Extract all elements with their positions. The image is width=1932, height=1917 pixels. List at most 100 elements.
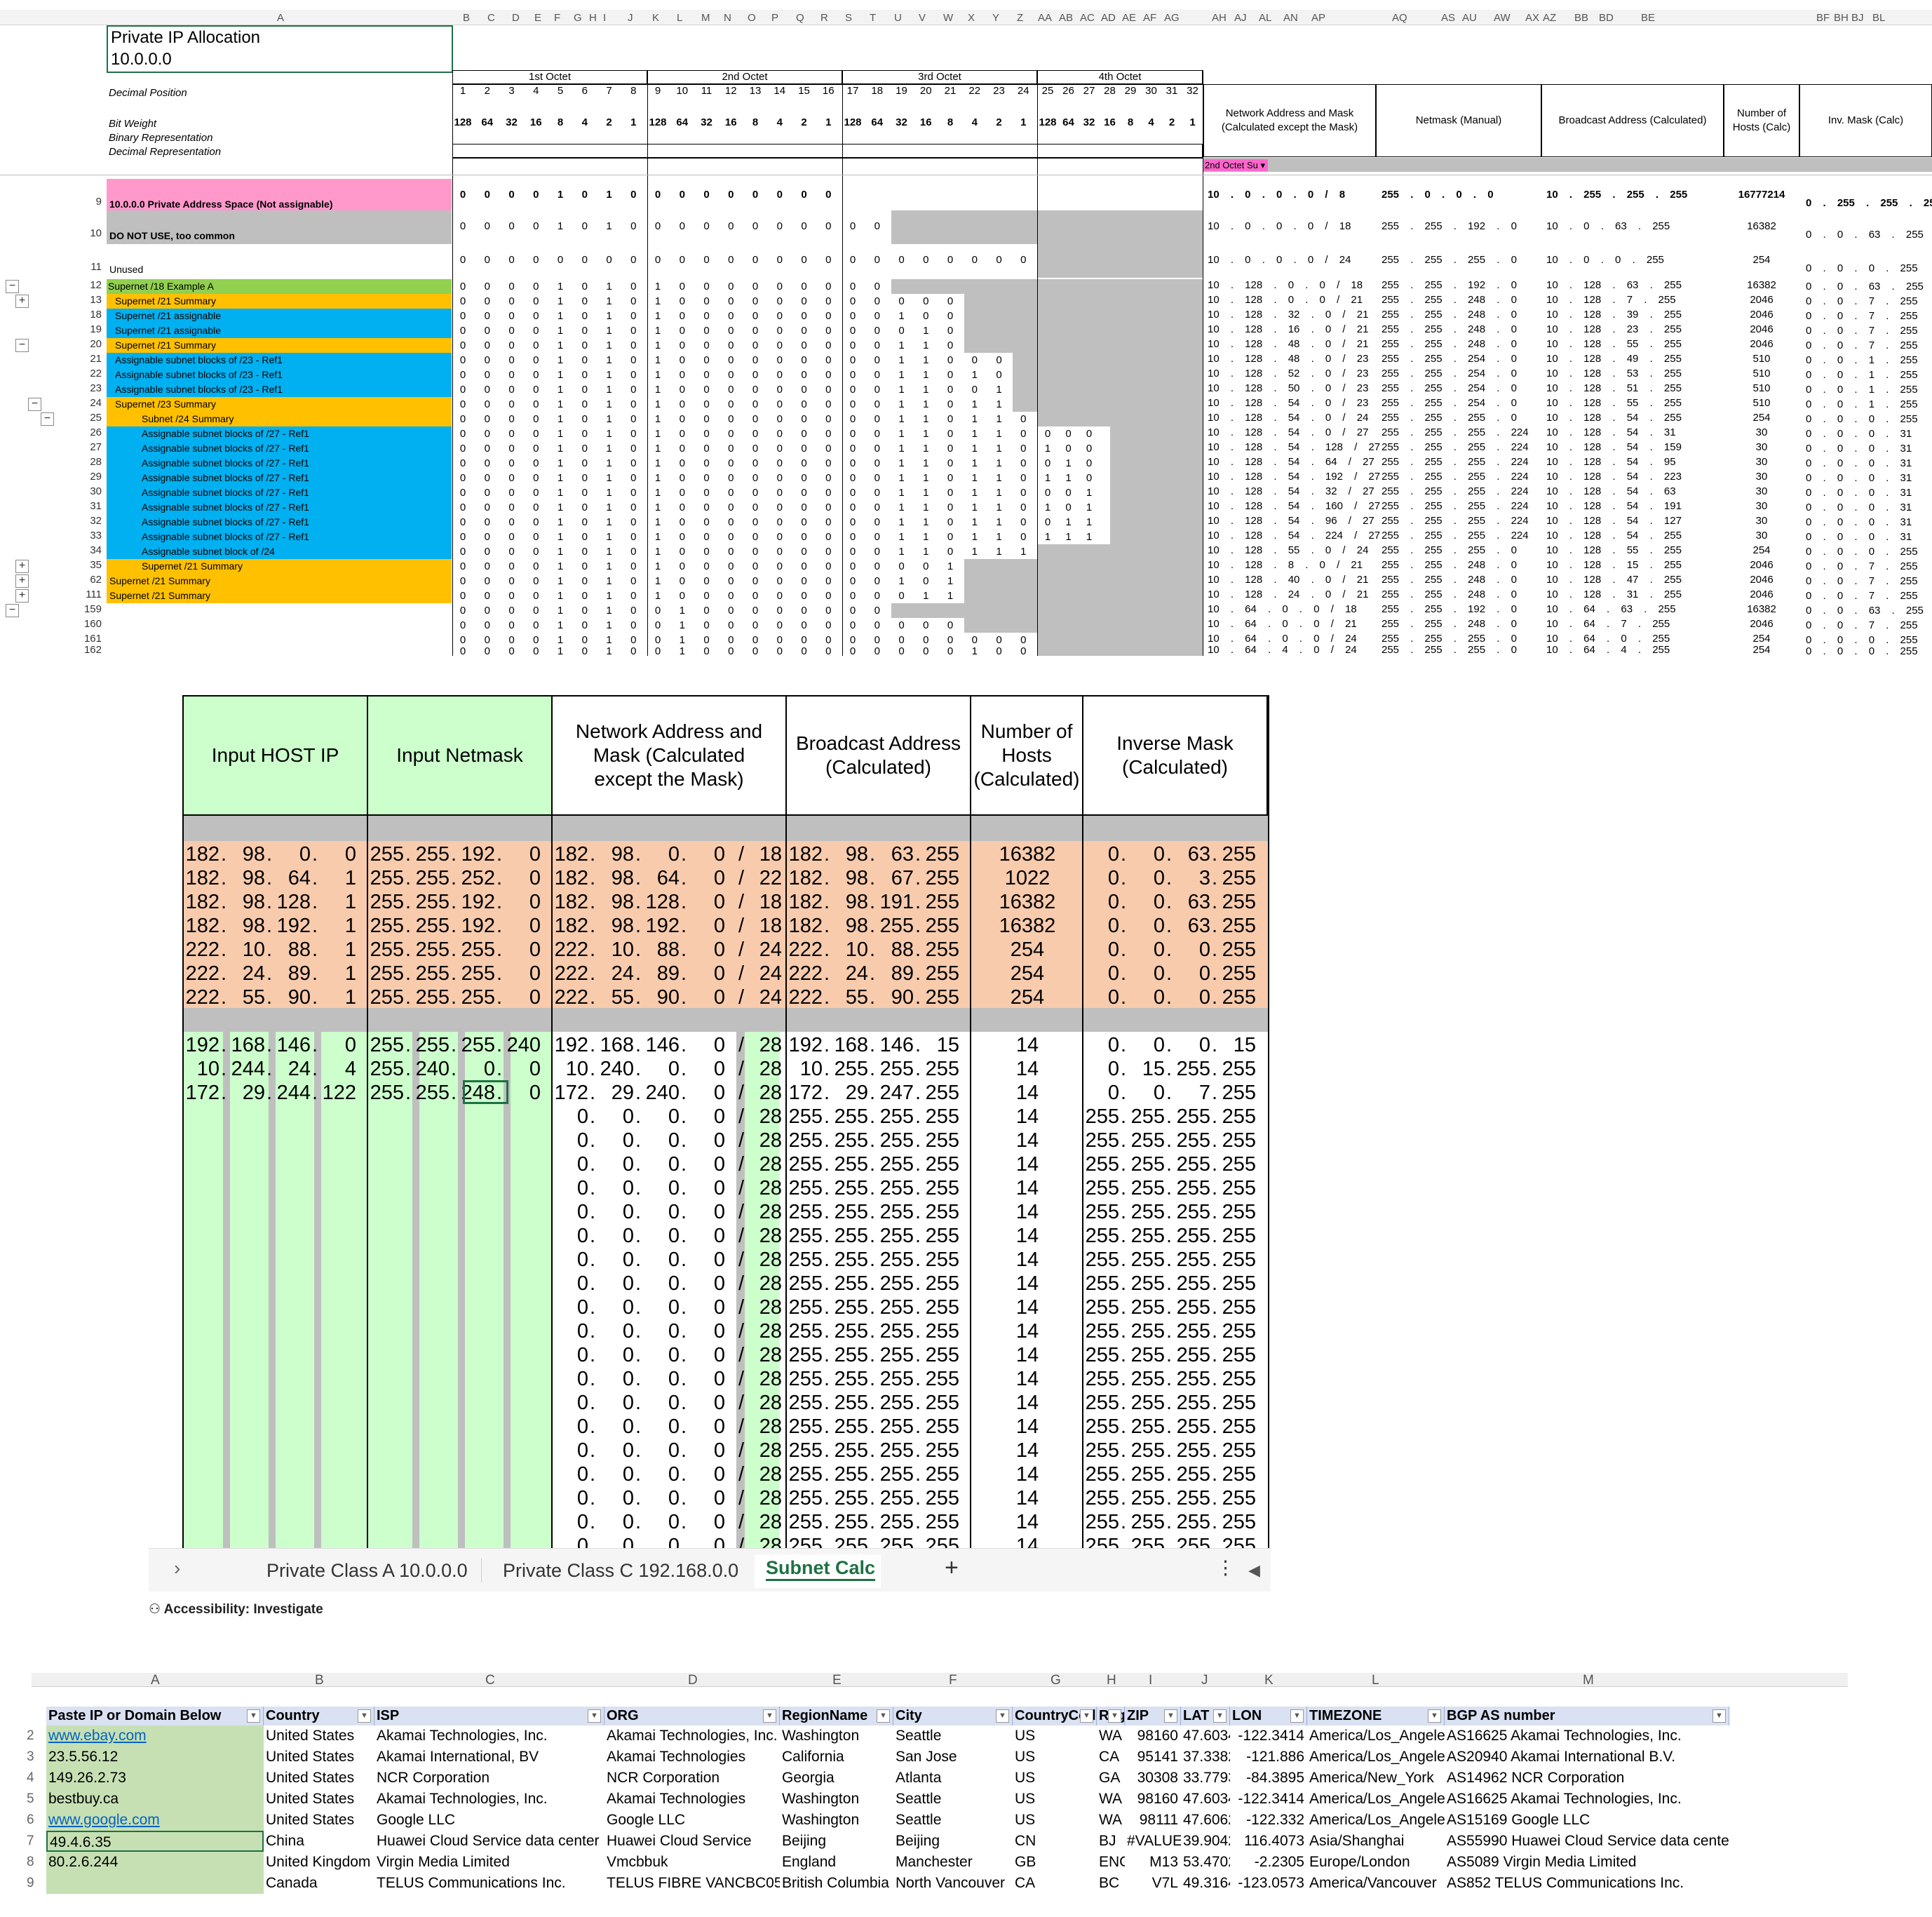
outline-toggle-icon[interactable]: +	[15, 574, 29, 588]
column-letter[interactable]: BL	[1872, 12, 1886, 24]
row-label[interactable]: 10.0.0.0 Private Address Space (Not assi…	[107, 179, 452, 213]
row-number[interactable]: 8	[27, 1855, 34, 1869]
row-number[interactable]: 33	[90, 530, 102, 542]
column-letter[interactable]: H	[1107, 1673, 1116, 1688]
filter-dropdown-icon[interactable]: ▼	[247, 1709, 260, 1723]
column-letter[interactable]: AS	[1441, 12, 1456, 24]
column-letter[interactable]: F	[554, 12, 561, 24]
row-label[interactable]	[107, 603, 452, 618]
cell-paste-ip-or-domain-below[interactable]: bestbuy.ca	[48, 1791, 119, 1807]
row-label[interactable]: Assignable subnet blocks of /27 - Ref1	[107, 456, 452, 471]
filter-dropdown-icon[interactable]: ▼	[1080, 1709, 1093, 1723]
column-letter[interactable]: K	[652, 12, 660, 24]
column-letter[interactable]: AA	[1038, 12, 1053, 24]
row-number[interactable]: 22	[90, 368, 102, 379]
row-number[interactable]: 161	[83, 633, 102, 645]
row-number[interactable]: 23	[90, 382, 102, 394]
row-number[interactable]: 7	[27, 1834, 34, 1848]
row-label[interactable]: Supernet /23 Summary	[107, 397, 452, 412]
row-number[interactable]: 6	[27, 1812, 34, 1827]
row-label[interactable]: Assignable subnet blocks of /27 - Ref1	[107, 500, 452, 515]
row-label[interactable]: Assignable subnet blocks of /23 - Ref1	[107, 368, 452, 382]
column-letter[interactable]: A	[151, 1673, 160, 1688]
column-letter[interactable]: X	[968, 12, 975, 24]
row-number[interactable]: 111	[86, 588, 102, 600]
outline-toggle-icon[interactable]: −	[6, 604, 19, 617]
column-letter[interactable]: Q	[796, 12, 804, 24]
column-letter[interactable]: D	[688, 1673, 698, 1688]
column-letter[interactable]: J	[628, 12, 633, 24]
row-label[interactable]: Assignable subnet block of /24	[107, 544, 452, 559]
row-label[interactable]: Assignable subnet blocks of /27 - Ref1	[107, 426, 452, 441]
column-letter[interactable]: T	[870, 12, 877, 24]
row-number[interactable]: 12	[90, 279, 102, 291]
column-letter[interactable]: D	[512, 12, 520, 24]
row-number[interactable]: 160	[83, 618, 102, 630]
row-number[interactable]: 21	[90, 353, 102, 365]
dropdown-arrow-icon[interactable]: ▾	[1260, 160, 1266, 170]
row-label[interactable]: Subnet /24 Summary	[107, 412, 452, 426]
column-letter[interactable]: AX	[1525, 12, 1540, 24]
selected-cell-outline[interactable]	[463, 1080, 508, 1104]
row-number[interactable]: 5	[27, 1791, 34, 1806]
outline-toggle-icon[interactable]: −	[15, 339, 29, 352]
row-number[interactable]: 3	[27, 1749, 34, 1764]
filter-dropdown-icon[interactable]: ▼	[1108, 1709, 1121, 1723]
more-options-icon[interactable]: ⋮	[1216, 1557, 1235, 1578]
row-number[interactable]: 9	[27, 1876, 34, 1890]
column-header[interactable]: LAT ▼	[1181, 1707, 1230, 1726]
row-label[interactable]	[107, 618, 452, 633]
row-label[interactable]: Supernet /21 assignable	[107, 309, 452, 323]
cell-paste-ip-or-domain-below[interactable]: 49.4.6.35	[46, 1831, 264, 1852]
tab-private-class-a[interactable]: Private Class A 10.0.0.0	[266, 1560, 468, 1581]
column-letter[interactable]: I	[1149, 1673, 1153, 1688]
row-label[interactable]: Supernet /21 Summary	[107, 338, 452, 353]
column-letter[interactable]: G	[1051, 1673, 1061, 1688]
row-number[interactable]: 24	[90, 397, 102, 409]
column-letter[interactable]: P	[771, 12, 779, 24]
filter-dropdown-icon[interactable]: ▼	[1213, 1709, 1227, 1723]
row-label[interactable]: Supernet /21 Summary	[107, 559, 452, 574]
cell-paste-ip-or-domain-below[interactable]	[46, 1873, 264, 1894]
column-letter[interactable]: G	[574, 12, 582, 24]
column-letter[interactable]: AB	[1059, 12, 1074, 24]
row-number[interactable]: 29	[90, 471, 102, 483]
column-letter[interactable]: K	[1264, 1673, 1274, 1688]
outline-toggle-icon[interactable]: −	[6, 280, 19, 293]
column-letter[interactable]: A	[277, 12, 285, 24]
row-number[interactable]: 9	[95, 196, 102, 208]
column-letter[interactable]: AC	[1080, 12, 1095, 24]
row-label[interactable]: Assignable subnet blocks of /27 - Ref1	[107, 485, 452, 500]
row-label[interactable]: Supernet /18 Example A	[107, 279, 452, 294]
row-label[interactable]: Supernet /21 Summary	[107, 574, 452, 588]
column-header[interactable]: LON ▼	[1230, 1707, 1307, 1726]
column-letter[interactable]: B	[315, 1673, 324, 1688]
column-letter[interactable]: AU	[1462, 12, 1477, 24]
row-label[interactable]	[107, 644, 452, 656]
row-label[interactable]: DO NOT USE, too common	[107, 210, 452, 244]
row-label[interactable]: Assignable subnet blocks of /27 - Ref1	[107, 471, 452, 485]
filter-dropdown-icon[interactable]: ▼	[358, 1709, 371, 1723]
column-letter[interactable]: E	[832, 1673, 842, 1688]
filter-dropdown-icon[interactable]: ▼	[1713, 1709, 1726, 1723]
column-letter[interactable]: BD	[1599, 12, 1614, 24]
row-number[interactable]: 25	[90, 412, 102, 424]
filter-dropdown-icon[interactable]: ▼	[996, 1709, 1009, 1723]
row-number[interactable]: 34	[90, 544, 102, 556]
column-letter[interactable]: M	[1583, 1673, 1594, 1688]
cell-paste-ip-or-domain-below[interactable]: www.ebay.com	[48, 1728, 147, 1744]
column-letter[interactable]: C	[487, 12, 495, 24]
column-header[interactable]: ISP ▼	[374, 1707, 604, 1726]
column-letter[interactable]: AL	[1259, 12, 1272, 24]
column-letter[interactable]: AG	[1164, 12, 1180, 24]
row-number[interactable]: 4	[27, 1770, 34, 1785]
row-number[interactable]: 62	[90, 574, 102, 586]
row-number[interactable]: 10	[90, 227, 102, 239]
row-number[interactable]: 162	[83, 644, 102, 656]
outline-toggle-icon[interactable]: +	[15, 295, 29, 308]
column-letter[interactable]: L	[677, 12, 683, 24]
row-number[interactable]: 19	[90, 323, 102, 335]
column-header[interactable]: CountryCod ▼	[1013, 1707, 1097, 1726]
title-cell[interactable]: Private IP Allocation 10.0.0.0	[107, 25, 453, 73]
cell-paste-ip-or-domain-below[interactable]: 149.26.2.73	[48, 1770, 126, 1786]
